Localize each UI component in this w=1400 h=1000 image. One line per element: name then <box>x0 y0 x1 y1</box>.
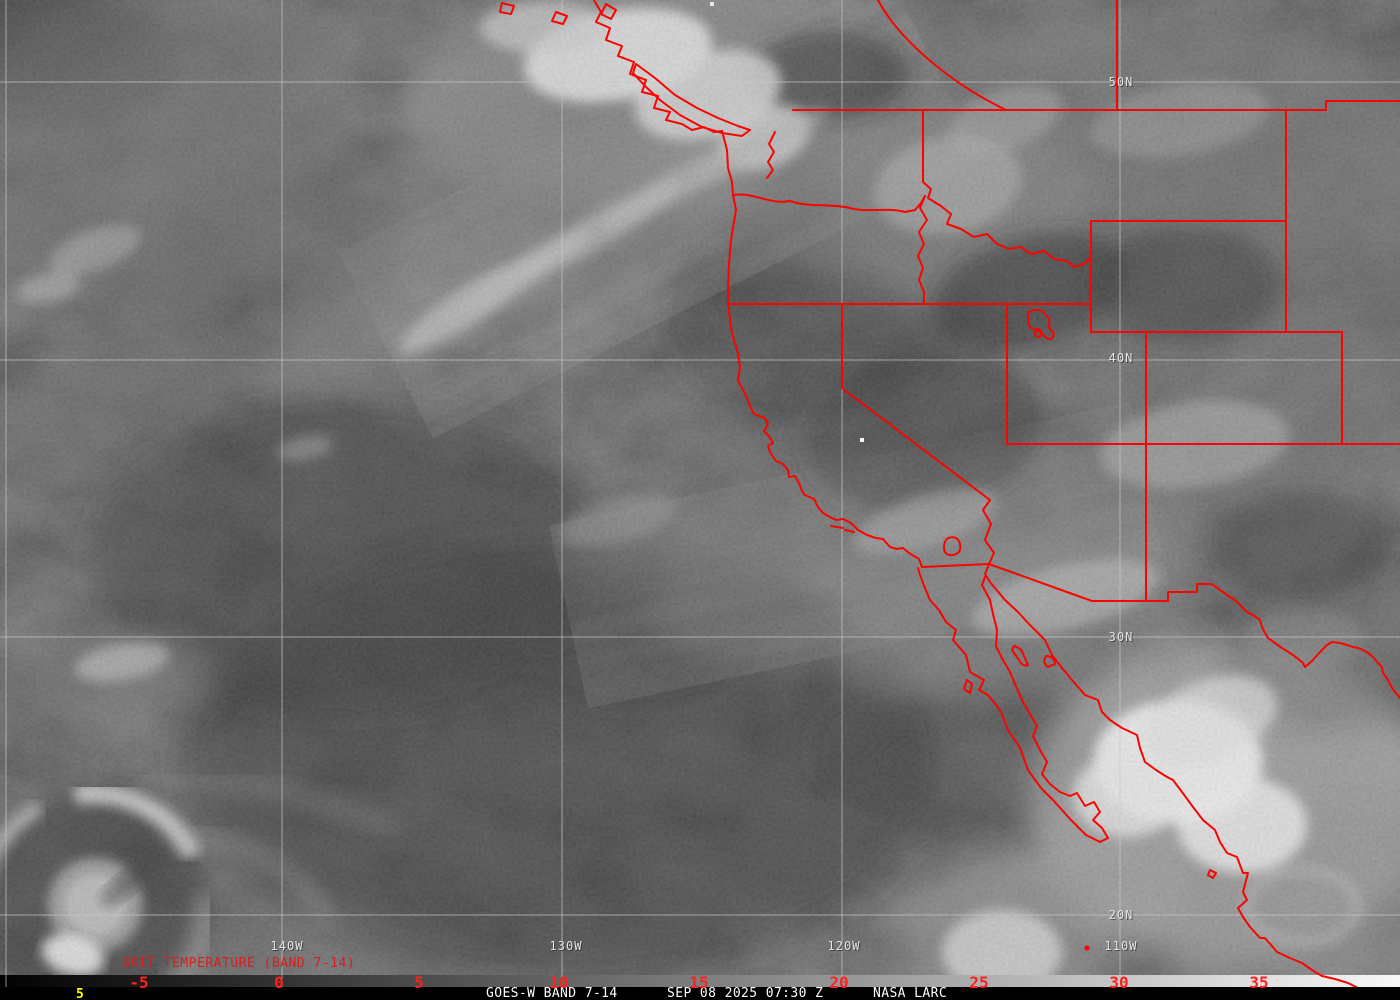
satellite-cloud-layer <box>0 0 1400 975</box>
lon-label: 110W <box>1104 939 1138 953</box>
colorbar-tick: 35 <box>1249 973 1269 992</box>
lon-label: 120W <box>827 939 861 953</box>
frame-counter: 5 <box>76 987 84 1000</box>
colorbar-tick: 15 <box>689 973 709 992</box>
map-boundaries <box>499 0 1400 993</box>
lat-label: 30N <box>1108 630 1134 644</box>
colorbar-tick: 30 <box>1109 973 1129 992</box>
colorbar-tick: 20 <box>829 973 849 992</box>
colorbar-tick: 10 <box>549 973 569 992</box>
lon-label: 130W <box>549 939 583 953</box>
brightness-temperature-colorbar <box>0 975 1400 987</box>
hotspot-dot <box>860 438 864 442</box>
colorbar-tick: -5 <box>129 973 149 992</box>
colorbar-tick: 0 <box>274 973 284 992</box>
brightness-temperature-label: BRIT TEMPERATURE (BAND 7-14) <box>122 956 356 971</box>
caption-product: GOES-W BAND 7-14 <box>486 986 618 1000</box>
lon-label: 140W <box>270 939 304 953</box>
lat-label: 40N <box>1108 351 1134 365</box>
hotspot-dot <box>710 2 714 6</box>
caption-bar: GOES-W BAND 7-14 SEP 08 2025 07:30 Z NAS… <box>0 987 1400 1000</box>
lat-label: 20N <box>1108 908 1134 922</box>
caption-datetime: SEP 08 2025 07:30 Z <box>667 986 824 1000</box>
lat-label: 50N <box>1108 75 1134 89</box>
colorbar-tick: 5 <box>414 973 424 992</box>
colorbar-tick: 25 <box>969 973 989 992</box>
caption-credit: NASA LARC <box>873 986 948 1000</box>
